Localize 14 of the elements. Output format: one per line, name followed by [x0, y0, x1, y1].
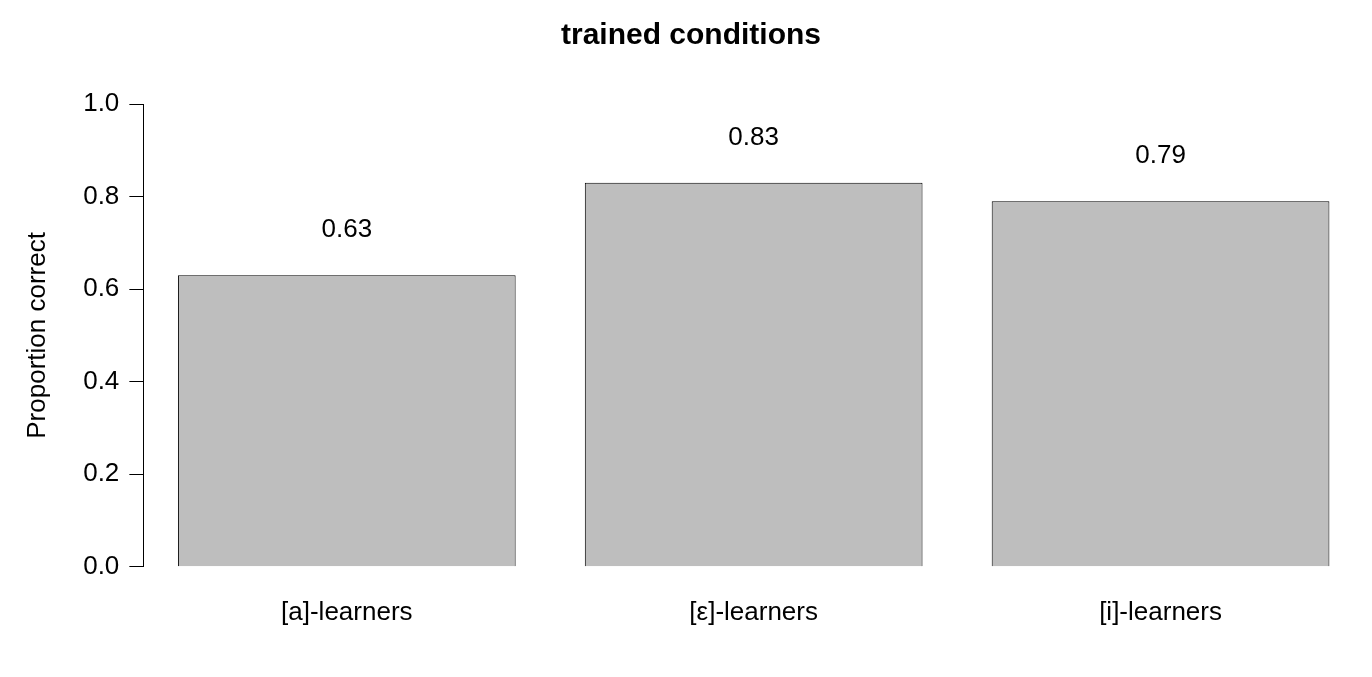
- y-axis-title: Proportion correct: [20, 231, 51, 439]
- y-tick-label: 0.0: [83, 549, 120, 580]
- y-tick-label: 1.0: [83, 87, 120, 118]
- x-tick-label: [ε]-learners: [689, 595, 818, 626]
- data-label: 0.83: [728, 120, 779, 151]
- y-tick-label: 0.8: [83, 179, 120, 210]
- chart-title: trained conditions: [560, 17, 822, 51]
- y-tick-label: 0.2: [83, 457, 120, 488]
- x-tick-label: [i]-learners: [1099, 595, 1222, 626]
- x-tick-label: [a]-learners: [281, 595, 413, 626]
- data-label: 0.63: [321, 213, 373, 244]
- y-tick-label: 0.6: [83, 272, 120, 303]
- y-tick-label: 0.4: [83, 364, 120, 395]
- data-label: 0.79: [1135, 139, 1186, 170]
